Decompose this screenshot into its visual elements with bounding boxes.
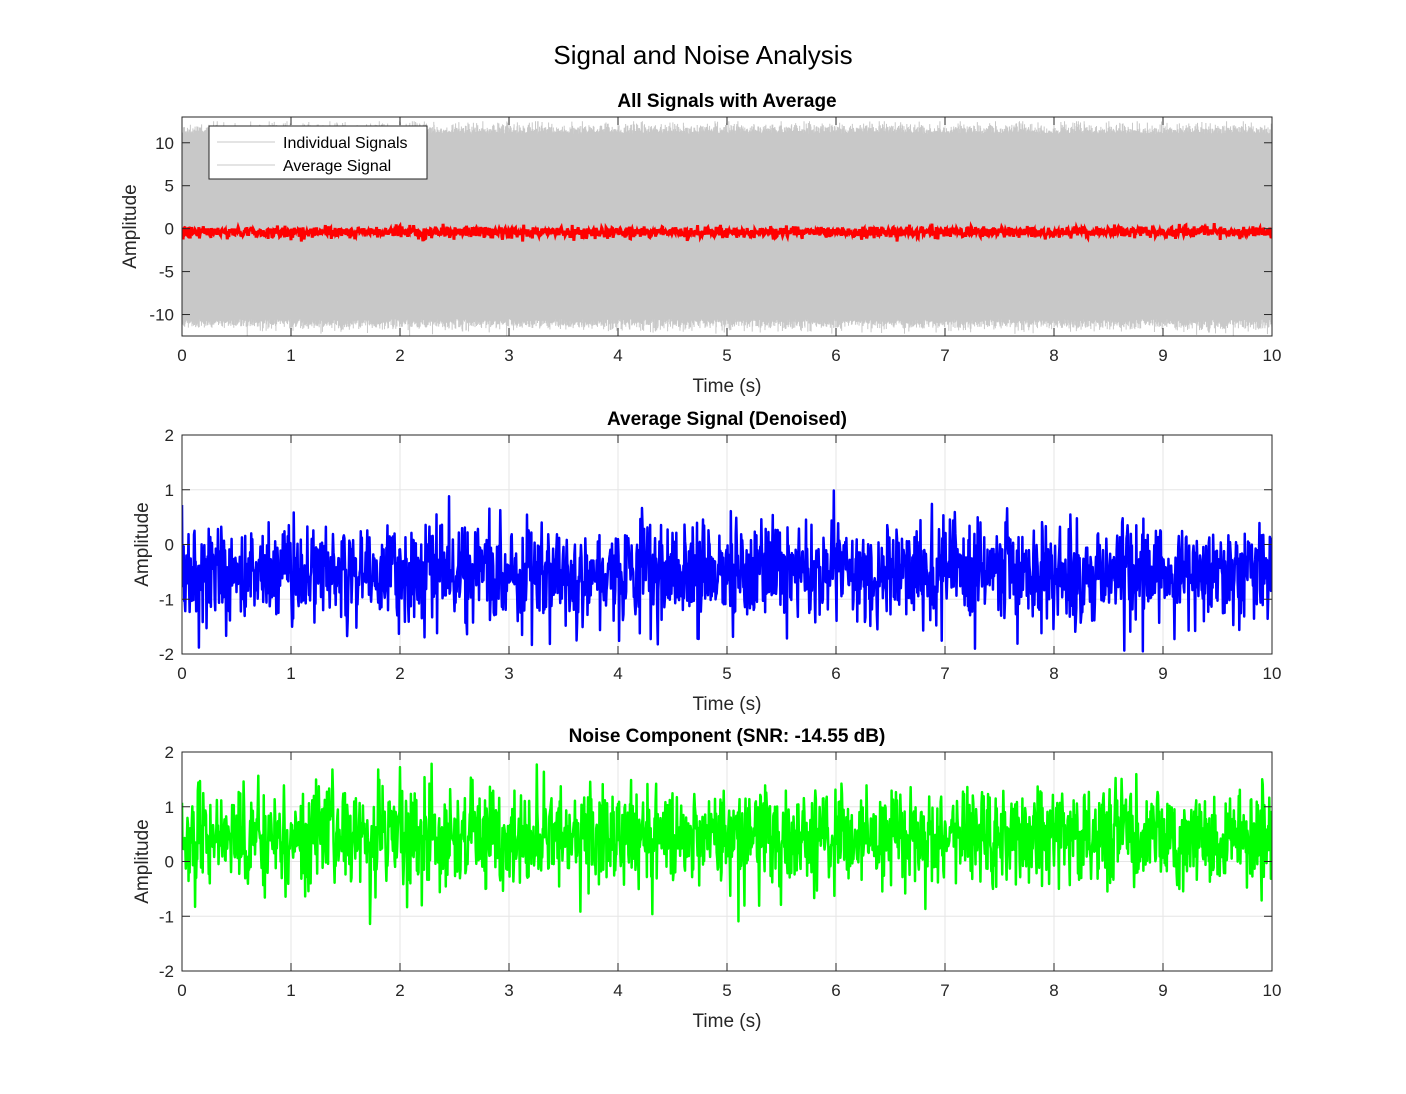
x-tick-label: 0 (177, 346, 186, 365)
x-tick-label: 1 (286, 346, 295, 365)
y-tick-label: 0 (165, 536, 174, 555)
x-tick-label: 5 (722, 664, 731, 683)
x-tick-label: 7 (940, 346, 949, 365)
x-tick-label: 9 (1158, 346, 1167, 365)
axes-title: All Signals with Average (617, 91, 836, 112)
x-tick-label: 6 (831, 981, 840, 1000)
y-axis-label: Amplitude (132, 502, 153, 587)
y-tick-label: -5 (159, 263, 174, 282)
y-tick-label: -1 (159, 907, 174, 926)
x-tick-label: 5 (722, 981, 731, 1000)
axes-noise-component: 0 1 2 3 4 5 6 7 8 9 10 -2 -1 0 1 2 Noise Component (SNR:… (132, 726, 1281, 1032)
x-tick-label: 4 (613, 664, 622, 683)
x-tick-label: 5 (722, 346, 731, 365)
x-tick-label: 9 (1158, 981, 1167, 1000)
series-group (182, 489, 1272, 653)
x-tick-label: 1 (286, 664, 295, 683)
x-tick-label: 4 (613, 346, 622, 365)
y-tick-label: -10 (149, 306, 174, 325)
x-tick-label: 3 (504, 981, 513, 1000)
y-tick-label: 1 (165, 798, 174, 817)
x-tick-label: 10 (1263, 981, 1282, 1000)
y-tick-label: -1 (159, 590, 174, 609)
axes-average-signal: 0 1 2 3 4 5 6 7 8 9 10 -2 -1 0 1 2 Average Signal (Denoi… (132, 409, 1281, 715)
x-tick-label: 2 (395, 346, 404, 365)
x-axis-label: Time (s) (693, 694, 762, 715)
figure-title: Signal and Noise Analysis (553, 40, 852, 70)
x-axis-label: Time (s) (693, 376, 762, 397)
x-tick-label: 3 (504, 346, 513, 365)
x-tick-label: 10 (1263, 664, 1282, 683)
legend: Individual Signals Average Signal (208, 125, 428, 180)
axes-title: Average Signal (Denoised) (607, 409, 847, 430)
x-tick-label: 6 (831, 346, 840, 365)
legend-box (208, 125, 428, 180)
y-axis-label: Amplitude (132, 819, 153, 904)
y-tick-label: -2 (159, 645, 174, 664)
x-tick-label: 8 (1049, 346, 1058, 365)
y-tick-label: 0 (165, 853, 174, 872)
x-tick-label: 0 (177, 664, 186, 683)
x-tick-label: 2 (395, 664, 404, 683)
x-tick-label: 6 (831, 664, 840, 683)
x-tick-label: 1 (286, 981, 295, 1000)
legend-entry: Individual Signals (283, 135, 408, 152)
axes-title: Noise Component (SNR: -14.55 dB) (569, 726, 886, 747)
x-tick-label: 7 (940, 981, 949, 1000)
y-axis-label: Amplitude (120, 184, 141, 269)
legend-entry: Average Signal (283, 158, 391, 175)
x-tick-label: 3 (504, 664, 513, 683)
y-tick-label: -2 (159, 962, 174, 981)
x-tick-label: 2 (395, 981, 404, 1000)
y-tick-label: 0 (165, 220, 174, 239)
series-noise-component (182, 762, 1272, 926)
y-tick-label: 5 (165, 177, 174, 196)
x-tick-label: 0 (177, 981, 186, 1000)
y-tick-label: 10 (155, 134, 174, 153)
series-average-signal (182, 220, 1272, 243)
series-average-denoised (182, 489, 1272, 653)
x-tick-label: 4 (613, 981, 622, 1000)
y-tick-label: 2 (165, 743, 174, 762)
series-group (182, 762, 1272, 926)
y-tick-label: 2 (165, 426, 174, 445)
x-tick-label: 10 (1263, 346, 1282, 365)
x-tick-label: 8 (1049, 664, 1058, 683)
x-tick-label: 7 (940, 664, 949, 683)
x-tick-label: 9 (1158, 664, 1167, 683)
x-tick-label: 8 (1049, 981, 1058, 1000)
axes-all-signals: 0 1 2 3 4 5 6 7 8 9 10 -10 -5 0 5 10 All Signals with Av… (120, 91, 1281, 397)
x-axis-label: Time (s) (693, 1011, 762, 1032)
y-tick-label: 1 (165, 481, 174, 500)
